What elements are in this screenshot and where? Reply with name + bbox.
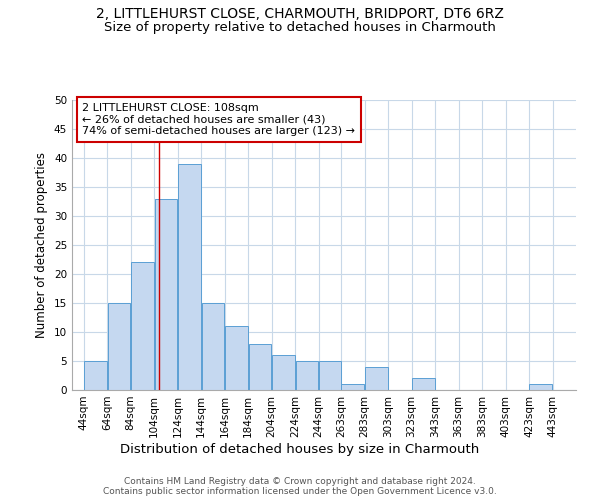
Text: Distribution of detached houses by size in Charmouth: Distribution of detached houses by size … (121, 442, 479, 456)
Y-axis label: Number of detached properties: Number of detached properties (35, 152, 49, 338)
Bar (272, 355, 295, 390)
Text: Contains HM Land Registry data © Crown copyright and database right 2024.: Contains HM Land Registry data © Crown c… (124, 478, 476, 486)
Bar (529, 384, 552, 390)
Text: 2, LITTLEHURST CLOSE, CHARMOUTH, BRIDPORT, DT6 6RZ: 2, LITTLEHURST CLOSE, CHARMOUTH, BRIDPOR… (96, 8, 504, 22)
Bar (202, 303, 224, 390)
Bar (178, 164, 201, 390)
Bar (412, 378, 435, 390)
Bar (107, 303, 130, 390)
Bar (248, 344, 271, 390)
Bar (296, 361, 319, 390)
Bar (365, 367, 388, 390)
Bar (341, 384, 364, 390)
Text: 2 LITTLEHURST CLOSE: 108sqm
← 26% of detached houses are smaller (43)
74% of sem: 2 LITTLEHURST CLOSE: 108sqm ← 26% of det… (82, 103, 355, 136)
Bar (319, 361, 341, 390)
Bar (155, 198, 178, 390)
Text: Size of property relative to detached houses in Charmouth: Size of property relative to detached ho… (104, 21, 496, 34)
Bar (84, 361, 107, 390)
Text: Contains public sector information licensed under the Open Government Licence v3: Contains public sector information licen… (103, 488, 497, 496)
Bar (225, 326, 248, 390)
Bar (131, 262, 154, 390)
